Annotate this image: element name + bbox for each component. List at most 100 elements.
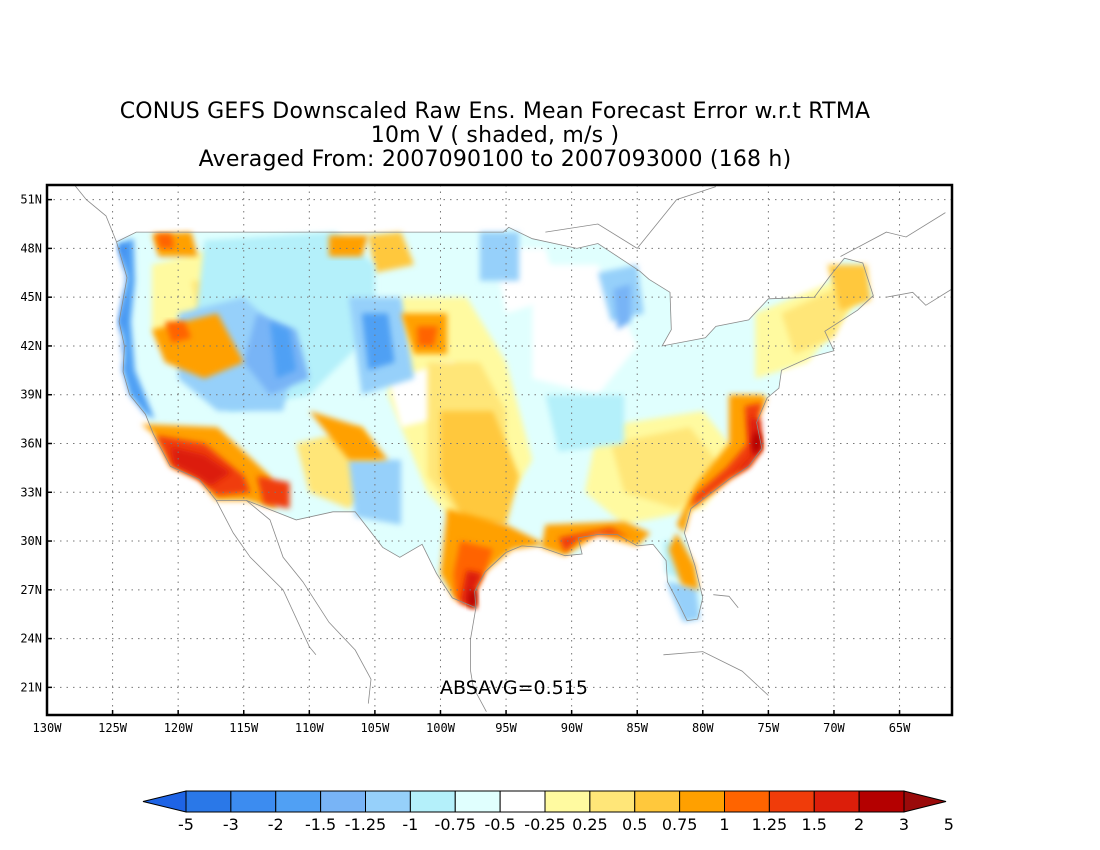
- lat-tick-label: 48N: [20, 241, 42, 255]
- field-contour-patch: [270, 321, 297, 379]
- lon-tick-label: 130W: [33, 721, 63, 735]
- colorbar-label: -0.75: [435, 815, 476, 834]
- latitude-tick-labels: 51N 48N 45N 42N 39N 36N 33N 30N 27N 24N 21N: [20, 193, 42, 695]
- field-contour-patch: [170, 446, 231, 486]
- colorbar-box: [813, 790, 860, 813]
- field-contour-patch: [416, 326, 438, 346]
- field-contour-patch: [440, 411, 520, 525]
- colorbar-label: -2: [268, 815, 284, 834]
- colorbar-box: [230, 790, 277, 813]
- field-contour-patch: [361, 313, 395, 371]
- colorbar-boxes: [142, 790, 947, 813]
- lon-tick-label: 70W: [823, 721, 845, 735]
- colorbar-box: [499, 790, 546, 813]
- colorbar-box: [634, 790, 681, 813]
- field-contour-patch: [691, 402, 762, 509]
- field-contour-patch: [155, 233, 175, 249]
- bc-coast: [73, 185, 117, 243]
- field-contour-patch: [545, 394, 625, 452]
- lon-tick-label: 95W: [495, 721, 517, 735]
- colorbar-label: -3: [223, 815, 239, 834]
- lon-tick-label: 110W: [295, 721, 325, 735]
- colorbar-box: [724, 790, 770, 813]
- lon-tick-label: 85W: [626, 721, 648, 735]
- colorbar-label: -1.25: [345, 815, 386, 834]
- lon-tick-label: 100W: [426, 721, 456, 735]
- field-contour-patch: [368, 232, 415, 273]
- colorbar-box: [409, 790, 456, 813]
- colorbar-box: [275, 790, 322, 813]
- lon-tick-label: 115W: [229, 721, 259, 735]
- colorbar-label: -5: [178, 815, 194, 834]
- field-contour-patch: [781, 289, 854, 355]
- colorbar-box: [185, 790, 232, 813]
- longitude-tick-labels: 130W 125W 120W 115W 110W 105W 100W 95W 90W 85W 80W…: [33, 721, 912, 735]
- lat-tick-label: 42N: [20, 339, 42, 353]
- lon-tick-label: 120W: [164, 721, 194, 735]
- lat-tick-label: 24N: [20, 632, 42, 646]
- field-contour-patch: [256, 476, 290, 509]
- field-contour-patch: [668, 532, 699, 590]
- field-contour-patch: [348, 459, 402, 525]
- canada-shoreline: [545, 186, 717, 249]
- colorbar-label: 1.25: [752, 815, 788, 834]
- colorbar-label: -0.25: [524, 815, 565, 834]
- coastline-outlines: [73, 185, 952, 712]
- lat-tick-label: 51N: [20, 193, 42, 207]
- bahamas-outline: [713, 594, 739, 608]
- field-contour-patch: [329, 235, 369, 257]
- colorbar-label: -1: [402, 815, 418, 834]
- colorbar-labels: -5 -3 -2 -1.5 -1.25 -1 -0.75 -0.5 -0.25 0.25 0.5 0.…: [178, 815, 954, 834]
- field-contour-patch: [117, 245, 127, 372]
- field-contour-patch: [613, 284, 631, 330]
- colorbar-label: 0.5: [622, 815, 647, 834]
- colorbar-box: [544, 790, 591, 813]
- absavg-label: ABSAVG=0.515: [440, 677, 588, 699]
- field-contour-patch: [731, 417, 762, 476]
- field-contour-patch: [117, 238, 155, 420]
- title-line-1: CONUS GEFS Downscaled Raw Ens. Mean Fore…: [119, 99, 871, 124]
- graticule-grid: [46, 185, 952, 715]
- lat-tick-label: 21N: [20, 680, 42, 694]
- colorbar-under-arrow: [142, 790, 187, 813]
- colorbar-box: [589, 790, 636, 813]
- field-contour-patch: [460, 570, 483, 608]
- lon-tick-label: 65W: [889, 721, 911, 735]
- lon-tick-label: 125W: [98, 721, 128, 735]
- colorbar-label: 1: [719, 815, 729, 834]
- cuba-outline: [663, 651, 769, 696]
- colorbar-box: [768, 790, 815, 813]
- field-contour-patch: [827, 264, 871, 311]
- lon-tick-label: 80W: [692, 721, 714, 735]
- colorbar-box: [679, 790, 725, 813]
- lat-tick-label: 36N: [20, 436, 42, 450]
- st-lawrence-outline: [840, 212, 946, 257]
- colorbar-box: [320, 790, 366, 813]
- colorbar-label: 2: [854, 815, 864, 834]
- field-contour-patch: [479, 232, 520, 281]
- colorbar-label: 0.25: [572, 815, 608, 834]
- plot-title: CONUS GEFS Downscaled Raw Ens. Mean Fore…: [0, 100, 990, 172]
- colorbar-label: -0.5: [485, 815, 516, 834]
- field-contour-patch: [309, 411, 388, 460]
- baja-coast: [215, 500, 317, 656]
- lat-tick-label: 33N: [20, 485, 42, 499]
- lat-tick-label: 27N: [20, 583, 42, 597]
- colorbar-box: [858, 790, 905, 813]
- colorbar-label: 1.5: [802, 815, 827, 834]
- colorbar-label: 5: [944, 815, 954, 834]
- title-line-3: Averaged From: 2007090100 to 2007093000 …: [198, 147, 792, 172]
- mexico-west-coast: [246, 500, 372, 704]
- field-contour-patch: [666, 581, 701, 623]
- lat-tick-label: 39N: [20, 388, 42, 402]
- colorbar-over-arrow: [903, 790, 947, 813]
- lat-tick-label: 30N: [20, 534, 42, 548]
- colorbar-label: 3: [899, 815, 909, 834]
- colorbar-box: [365, 790, 411, 813]
- lat-tick-label: 45N: [20, 290, 42, 304]
- colorbar-box: [454, 790, 501, 813]
- colorbar-label: 0.75: [662, 815, 698, 834]
- field-contour-patch: [165, 321, 192, 343]
